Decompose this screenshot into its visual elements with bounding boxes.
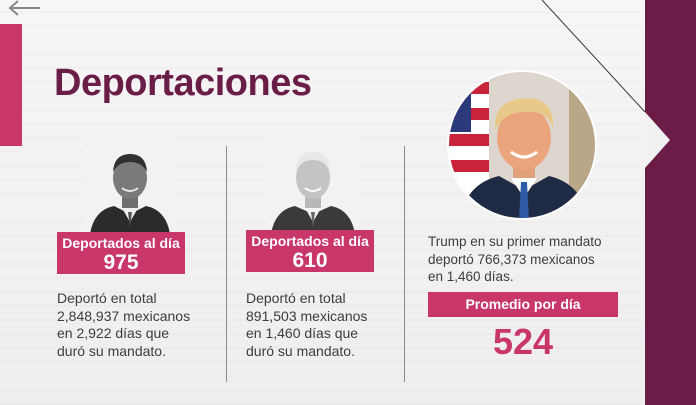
desc-line: en 1,460 días. — [428, 269, 514, 284]
desc-line: en 1,460 días que — [246, 325, 359, 341]
card-label-box: Deportados al día 610 — [246, 230, 374, 272]
desc-line: Deportó en total — [57, 290, 157, 306]
average-label-box: Promedio por día — [428, 292, 618, 317]
desc-line: 2,848,937 mexicanos — [57, 307, 191, 324]
column-divider — [226, 146, 227, 382]
page-title: Deportaciones — [54, 62, 312, 104]
desc-line: 891,503 mexicanos — [246, 307, 368, 324]
arrow-left-icon[interactable] — [6, 0, 42, 18]
portrait-photo — [267, 142, 359, 234]
card-description: Trump en su primer mandato deportó 766,3… — [428, 233, 638, 286]
desc-line: Trump en su primer mandato — [428, 234, 602, 249]
portrait-photo — [447, 70, 597, 220]
column-divider — [404, 146, 405, 382]
card-label-box: Deportados al día 975 — [57, 232, 185, 274]
card-description: Deportó en total 891,503 mexicanos en 1,… — [246, 290, 406, 360]
corner-line — [541, 0, 646, 113]
desc-line: duró su mandato. — [246, 342, 355, 359]
desc-line: deportó 766,373 mexicanos — [428, 251, 595, 267]
desc-line: duró su mandato. — [57, 342, 166, 359]
average-value: 524 — [492, 321, 554, 362]
daily-deportations-label: Deportados al día — [251, 233, 369, 249]
daily-deportations-label: Deportados al día — [62, 235, 180, 251]
daily-deportations-value: 610 — [292, 249, 328, 272]
desc-line: Deportó en total — [246, 290, 346, 306]
card-description: Deportó en total 2,848,937 mexicanos en … — [57, 290, 217, 360]
right-panel — [645, 0, 696, 405]
daily-deportations-value: 975 — [103, 251, 139, 274]
portrait-photo — [84, 142, 176, 234]
left-accent-bar — [0, 24, 22, 146]
desc-line: en 2,922 días que — [57, 325, 170, 341]
